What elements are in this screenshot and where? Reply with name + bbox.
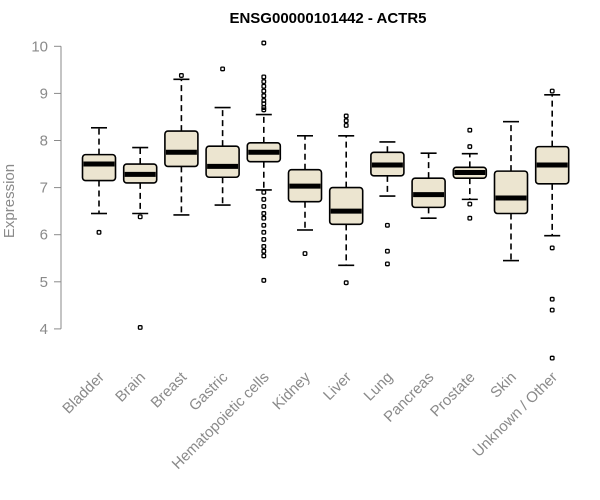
- outlier-point: [467, 215, 473, 221]
- outlier-point: [549, 355, 555, 361]
- outlier-point: [261, 244, 267, 249]
- outlier-point: [261, 215, 267, 221]
- outlier-point: [220, 66, 226, 72]
- boxes-layer: [81, 40, 570, 361]
- outlier-point: [302, 251, 308, 256]
- outlier-point: [261, 93, 267, 99]
- x-tick-label: Brain: [112, 369, 149, 406]
- outlier-point: [261, 83, 267, 89]
- outlier-point: [384, 248, 390, 254]
- outlier-point: [261, 196, 267, 202]
- outlier-point: [261, 211, 267, 216]
- x-tick-label: Skin: [487, 369, 520, 402]
- outlier-point: [261, 222, 267, 228]
- outlier-point: [384, 222, 390, 228]
- x-tick-label: Lung: [361, 369, 397, 405]
- box-group: [493, 120, 529, 262]
- outlier-point: [261, 101, 267, 107]
- y-tick-label: 10: [31, 38, 48, 55]
- y-axis: 4 5 6 7 8 9 10: [31, 38, 62, 338]
- y-tick-label: 7: [40, 180, 48, 197]
- x-tick-label: Liver: [320, 369, 355, 404]
- x-tick-label: Breast: [148, 368, 191, 411]
- iqr-box: [81, 153, 117, 182]
- iqr-box: [493, 170, 529, 215]
- box-group: [81, 126, 117, 235]
- outlier-point: [261, 203, 267, 209]
- outlier-point: [96, 229, 102, 235]
- outlier-point: [137, 214, 143, 220]
- box-group: [205, 66, 240, 206]
- y-tick-label: 9: [40, 85, 48, 102]
- iqr-box: [328, 186, 364, 226]
- y-tick-label: 5: [40, 274, 48, 291]
- outlier-point: [467, 144, 473, 150]
- outlier-point: [137, 325, 143, 330]
- outlier-point: [261, 248, 267, 254]
- outlier-point: [549, 296, 555, 302]
- outlier-point: [261, 253, 267, 259]
- outlier-point: [343, 113, 349, 119]
- outlier-point: [178, 73, 184, 78]
- y-tick-label: 6: [40, 227, 48, 244]
- outlier-point: [261, 79, 267, 85]
- outlier-point: [261, 189, 267, 195]
- box-group: [287, 134, 323, 256]
- outlier-point: [261, 74, 267, 80]
- outlier-point: [343, 280, 349, 286]
- box-group: [328, 113, 364, 286]
- box-group: [246, 40, 282, 283]
- outlier-point: [261, 229, 267, 235]
- box-group: [370, 141, 405, 267]
- box-group: [122, 146, 158, 330]
- outlier-point: [467, 127, 473, 133]
- y-tick-label: 4: [40, 321, 48, 338]
- outlier-point: [343, 122, 349, 128]
- outlier-point: [261, 277, 267, 283]
- outlier-point: [261, 40, 267, 46]
- chart-title: ENSG00000101442 - ACTR5: [229, 10, 426, 27]
- outlier-point: [261, 107, 267, 113]
- outlier-point: [261, 105, 267, 110]
- box-group: [452, 127, 488, 221]
- outlier-point: [261, 236, 267, 242]
- y-axis-label: Expression: [1, 164, 18, 238]
- box-group: [411, 152, 446, 220]
- outlier-point: [549, 245, 555, 251]
- box-group: [534, 88, 570, 361]
- iqr-box: [205, 145, 240, 179]
- x-tick-label: Bladder: [59, 369, 108, 418]
- x-tick-label: Kidney: [269, 368, 314, 413]
- outlier-point: [261, 88, 267, 94]
- box-group: [164, 73, 199, 216]
- outlier-point: [549, 307, 555, 313]
- outlier-point: [549, 88, 555, 94]
- outlier-point: [467, 201, 473, 207]
- x-tick-label: Prostate: [427, 369, 479, 421]
- outlier-point: [343, 118, 349, 124]
- y-tick-label: 8: [40, 133, 48, 150]
- iqr-box: [164, 130, 199, 168]
- outlier-point: [384, 261, 390, 267]
